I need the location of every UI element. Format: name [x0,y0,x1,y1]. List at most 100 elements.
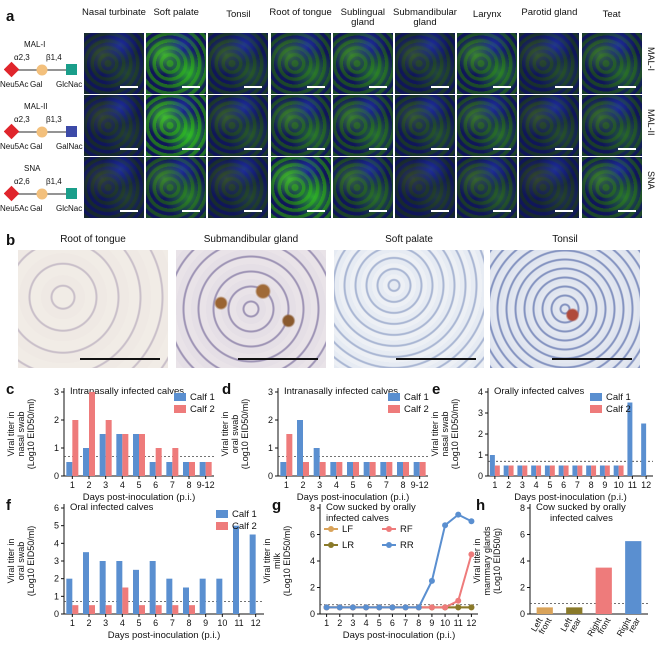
bar [133,434,139,476]
legend-swatch [388,393,400,401]
scale-bar [493,210,512,212]
bar [563,465,569,476]
x-tick-label: 6 [561,480,566,490]
data-point [415,604,422,611]
x-tick-label: 6 [153,480,158,490]
y-tick-label: 0 [54,471,59,481]
bar [83,448,89,476]
x-axis-label: Days post-inoculation (p.i.) [297,492,409,503]
glycan-lectin-name: MAL-I [24,40,46,49]
y-tick-label: 2 [520,583,525,593]
column-header: Soft palate [153,7,199,18]
neu5ac-diamond [4,61,20,78]
x-tick-label: 1 [492,480,497,490]
scale-bar [306,148,325,150]
y-tick-label: 4 [54,538,59,548]
gal-circle [36,126,48,138]
x-tick-label: Right [585,615,604,638]
x-tick-label: 6 [367,480,372,490]
terminal-square [66,126,77,137]
x-tick-label: 9-12 [411,480,429,490]
data-point [323,604,330,611]
legend-swatch [328,526,334,532]
y-axis-label: (Log10 EID50/ml) [26,526,36,597]
scale-bar [368,210,387,212]
glycan-sugar-name: Neu5Ac [0,80,29,89]
x-tick-label: 3 [317,480,322,490]
row-label: MAL-II [646,109,656,136]
x-tick-label: rear [567,616,583,634]
fluorescence-tile [84,33,144,94]
bar [297,420,303,476]
glycan-sugar-name: Neu5Ac [0,142,29,151]
bar [549,465,555,476]
y-axis-label: nasal swab [16,411,26,456]
fluorescence-tile [270,95,331,156]
scale-bar [617,210,636,212]
bar [536,607,553,614]
scale-bar [182,148,201,150]
fluorescence-tile [332,157,393,218]
data-point [323,604,330,611]
legend-label: Calf 1 [606,392,631,403]
glycan-lectin-name: MAL-II [24,102,48,111]
fluorescence-tile [519,33,580,94]
fluorescence-tile [581,95,642,156]
y-axis-label: (Log10 EID50/g) [492,528,502,594]
bar [503,465,509,476]
x-tick-label: 6 [153,618,158,628]
fluorescence-tile [519,95,580,156]
fluorescence-tile [84,95,144,156]
data-point [336,604,343,611]
bar [517,465,523,476]
x-tick-label: 11 [454,618,463,628]
data-point [428,604,435,611]
legend-label: Calf 1 [404,392,429,403]
fluorescence-tile [332,33,393,94]
chart-title: Intranasally infected calves [70,386,184,397]
legend-swatch [216,510,228,518]
bar [613,465,619,476]
y-tick-label: 1 [268,443,273,453]
fluorescence-tile [457,157,518,218]
x-tick-label: Left [558,615,574,633]
bar [155,448,162,476]
y-tick-label: 3 [478,408,483,418]
bar [508,465,514,476]
column-header: Larynx [472,9,502,20]
data-point [389,604,396,611]
ihc-image [176,250,326,368]
bar [149,561,156,614]
x-tick-label: 6 [390,618,395,628]
scale-bar [238,358,318,360]
legend-label: Calf 1 [232,509,257,520]
x-tick-label: 1 [284,480,289,490]
x-tick-label: Right [614,615,633,638]
scale-bar [120,86,138,88]
gal-circle [36,188,48,200]
fluorescence-tile [270,157,331,218]
data-point [323,604,330,611]
x-tick-label: 9-12 [197,480,215,490]
data-point [428,604,435,611]
terminal-square [66,64,77,75]
bar [494,465,500,476]
legend-swatch [386,526,392,532]
y-tick-label: 5 [54,521,59,531]
scale-bar [555,86,574,88]
legend-label: Calf 1 [190,392,215,403]
glycan-lectin-name: SNA [24,164,41,173]
data-point [349,604,356,611]
bar [116,434,123,476]
fluorescence-tile [457,33,518,94]
legend-label: LF [342,524,353,535]
y-axis-label: oral swab [230,415,240,454]
data-point [468,604,475,611]
x-tick-label: 3 [103,618,108,628]
data-point [468,551,475,558]
ihc-image [490,250,640,368]
x-tick-label: 11 [628,480,637,490]
column-header: Root of tongue [269,7,332,18]
bar [89,605,95,614]
glycan-linkage: β1,4 [46,177,62,186]
